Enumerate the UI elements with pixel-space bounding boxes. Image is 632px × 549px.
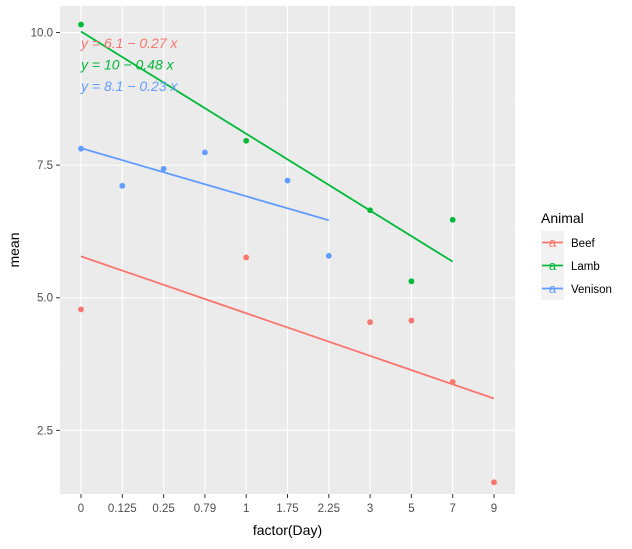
legend-key-lamb: a <box>541 254 564 277</box>
x-tick-label: 9 <box>491 503 497 515</box>
equation-beef: y = 6.1 − 0.27 x <box>80 35 179 51</box>
x-axis: 0 0.125 0.25 0.79 1 1.75 2.25 3 5 7 9 <box>78 494 497 515</box>
data-point-venison <box>78 145 84 152</box>
legend-key-glyph: a <box>549 258 557 273</box>
data-point-venison <box>202 149 208 156</box>
x-axis-title: factor(Day) <box>253 522 322 538</box>
x-tick-label: 5 <box>408 503 414 515</box>
legend-title: Animal <box>541 210 584 226</box>
legend-key-beef: a <box>541 231 564 254</box>
data-point-lamb <box>367 207 373 214</box>
fit-line-lamb <box>80 30 454 263</box>
equation-labels: y = 6.1 − 0.27 x y = 10 − 0.48 x y = 8.1 −… <box>80 35 179 94</box>
data-points <box>78 21 497 486</box>
legend: Animal a Beef a Lamb a Venison <box>541 210 612 300</box>
data-point-beef <box>449 379 456 385</box>
fit-line-beef <box>80 255 495 400</box>
legend-key-glyph: a <box>549 235 557 250</box>
data-point-beef <box>491 479 497 486</box>
equation-venison: y = 8.1 − 0.23 x <box>80 78 179 94</box>
x-tick-label: 0 <box>78 503 84 515</box>
data-point-venison <box>284 177 291 184</box>
x-tick-label: 1 <box>243 503 249 515</box>
data-point-lamb <box>78 21 84 28</box>
x-tick-label: 1.75 <box>276 503 298 515</box>
legend-label-venison: Venison <box>571 284 612 296</box>
equation-lamb: y = 10 − 0.48 x <box>80 57 175 73</box>
data-point-venison <box>119 182 126 189</box>
data-point-beef <box>78 306 84 313</box>
data-point-beef <box>367 319 373 326</box>
x-tick-label: 0.125 <box>108 503 137 515</box>
data-point-venison <box>325 252 332 259</box>
y-tick-label: 7.5 <box>37 160 53 172</box>
data-point-lamb <box>408 278 415 285</box>
legend-items: a Beef a Lamb a Venison <box>541 231 612 300</box>
x-tick-label: 7 <box>449 503 455 515</box>
x-tick-label: 0.79 <box>194 503 216 515</box>
y-tick-label: 5.0 <box>37 293 53 305</box>
fit-line-venison <box>80 147 330 222</box>
y-axis: 2.5 5.0 7.5 10.0 <box>31 28 60 437</box>
regression-lines <box>80 30 495 400</box>
legend-label-beef: Beef <box>571 238 595 250</box>
data-point-lamb <box>243 137 250 144</box>
data-point-venison <box>160 165 167 172</box>
legend-key-venison: a <box>541 277 564 300</box>
data-point-beef <box>243 254 250 261</box>
data-point-lamb <box>449 216 456 223</box>
x-tick-label: 0.25 <box>152 503 174 515</box>
x-tick-label: 3 <box>367 503 373 515</box>
y-axis-title: mean <box>6 232 22 267</box>
y-tick-label: 2.5 <box>37 425 53 437</box>
legend-key-glyph: a <box>549 281 557 296</box>
y-tick-label: 10.0 <box>31 28 53 40</box>
data-point-beef <box>408 317 415 324</box>
x-tick-label: 2.25 <box>318 503 340 515</box>
major-gridlines <box>60 6 515 494</box>
legend-label-lamb: Lamb <box>571 261 600 273</box>
